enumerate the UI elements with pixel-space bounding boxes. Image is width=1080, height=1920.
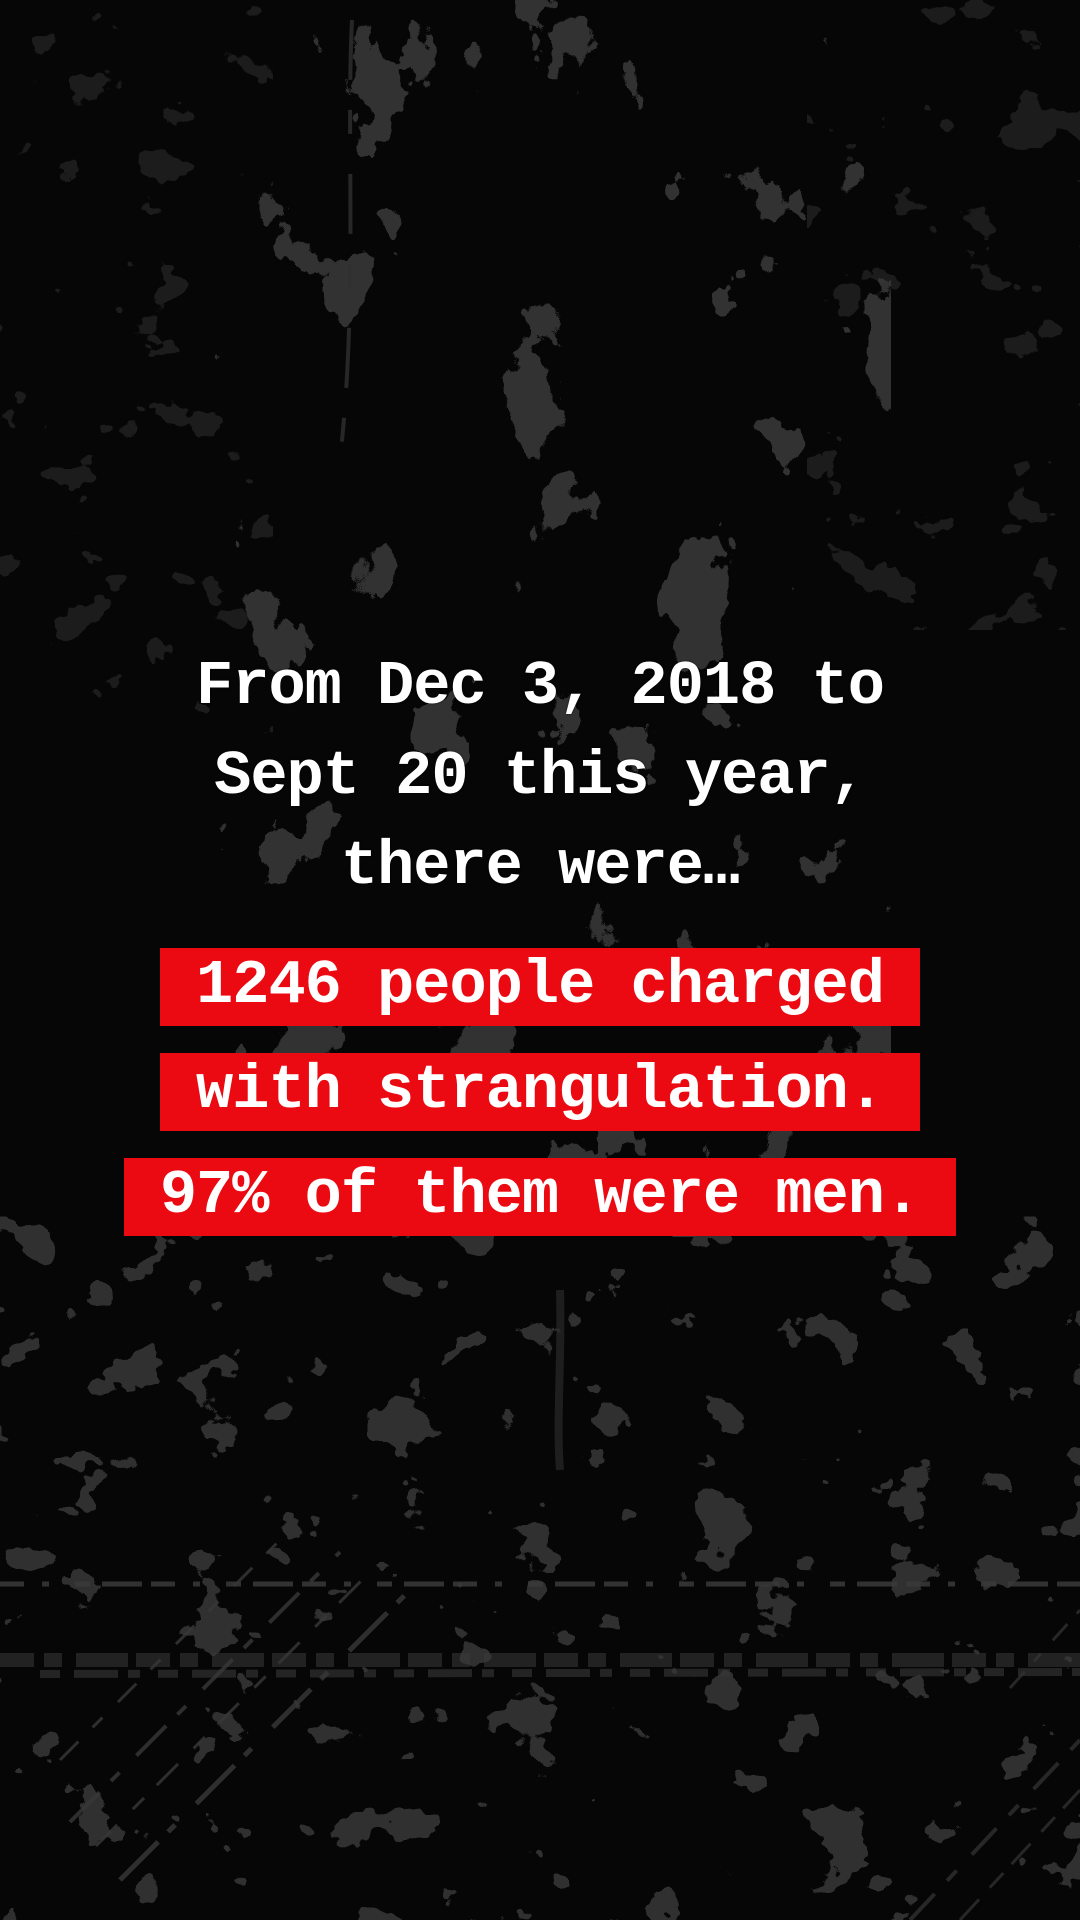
highlight-row-1: 1246 people charged [0,948,1080,1026]
highlight-line-3: 97% of them were men. [123,1158,957,1236]
stat-callout: From Dec 3, 2018 to Sept 20 this year, t… [0,642,1080,1263]
intro-line-1: From Dec 3, 2018 to [196,651,885,722]
intro-line-2: Sept 20 this year, [214,741,867,812]
intro-line-3: there were… [340,831,740,902]
highlight-line-1: 1246 people charged [160,948,920,1026]
highlight-line-2: with strangulation. [160,1053,920,1131]
highlight-row-3: 97% of them were men. [0,1158,1080,1236]
highlight-group: 1246 people charged with strangulation. … [0,948,1080,1236]
highlight-row-2: with strangulation. [0,1053,1080,1131]
